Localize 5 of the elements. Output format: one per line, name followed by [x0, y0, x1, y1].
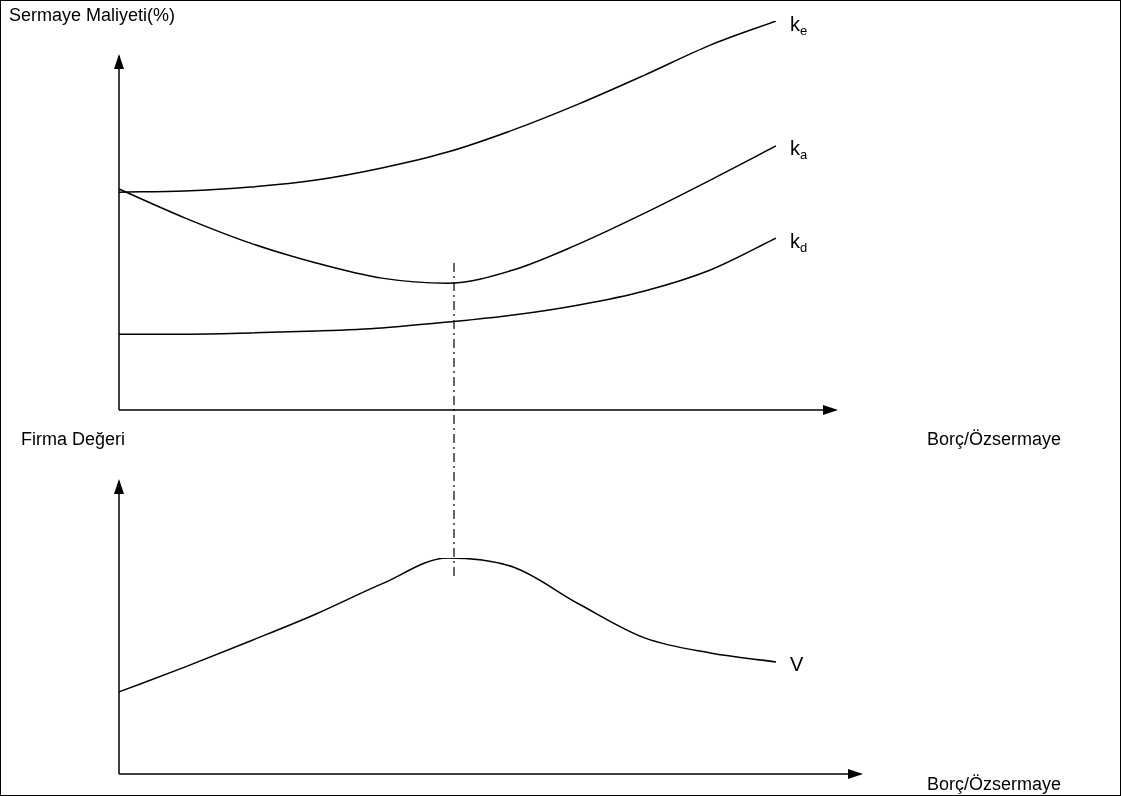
x-axis-title: Borç/Özsermaye — [927, 429, 1062, 450]
y-axis-title: Sermaye Maliyeti(%) — [9, 5, 176, 26]
y-axis-title: Firma Değeri — [21, 429, 126, 450]
series-label: V — [790, 653, 804, 676]
x-axis-title: Borç/Özsermaye — [927, 774, 1062, 795]
